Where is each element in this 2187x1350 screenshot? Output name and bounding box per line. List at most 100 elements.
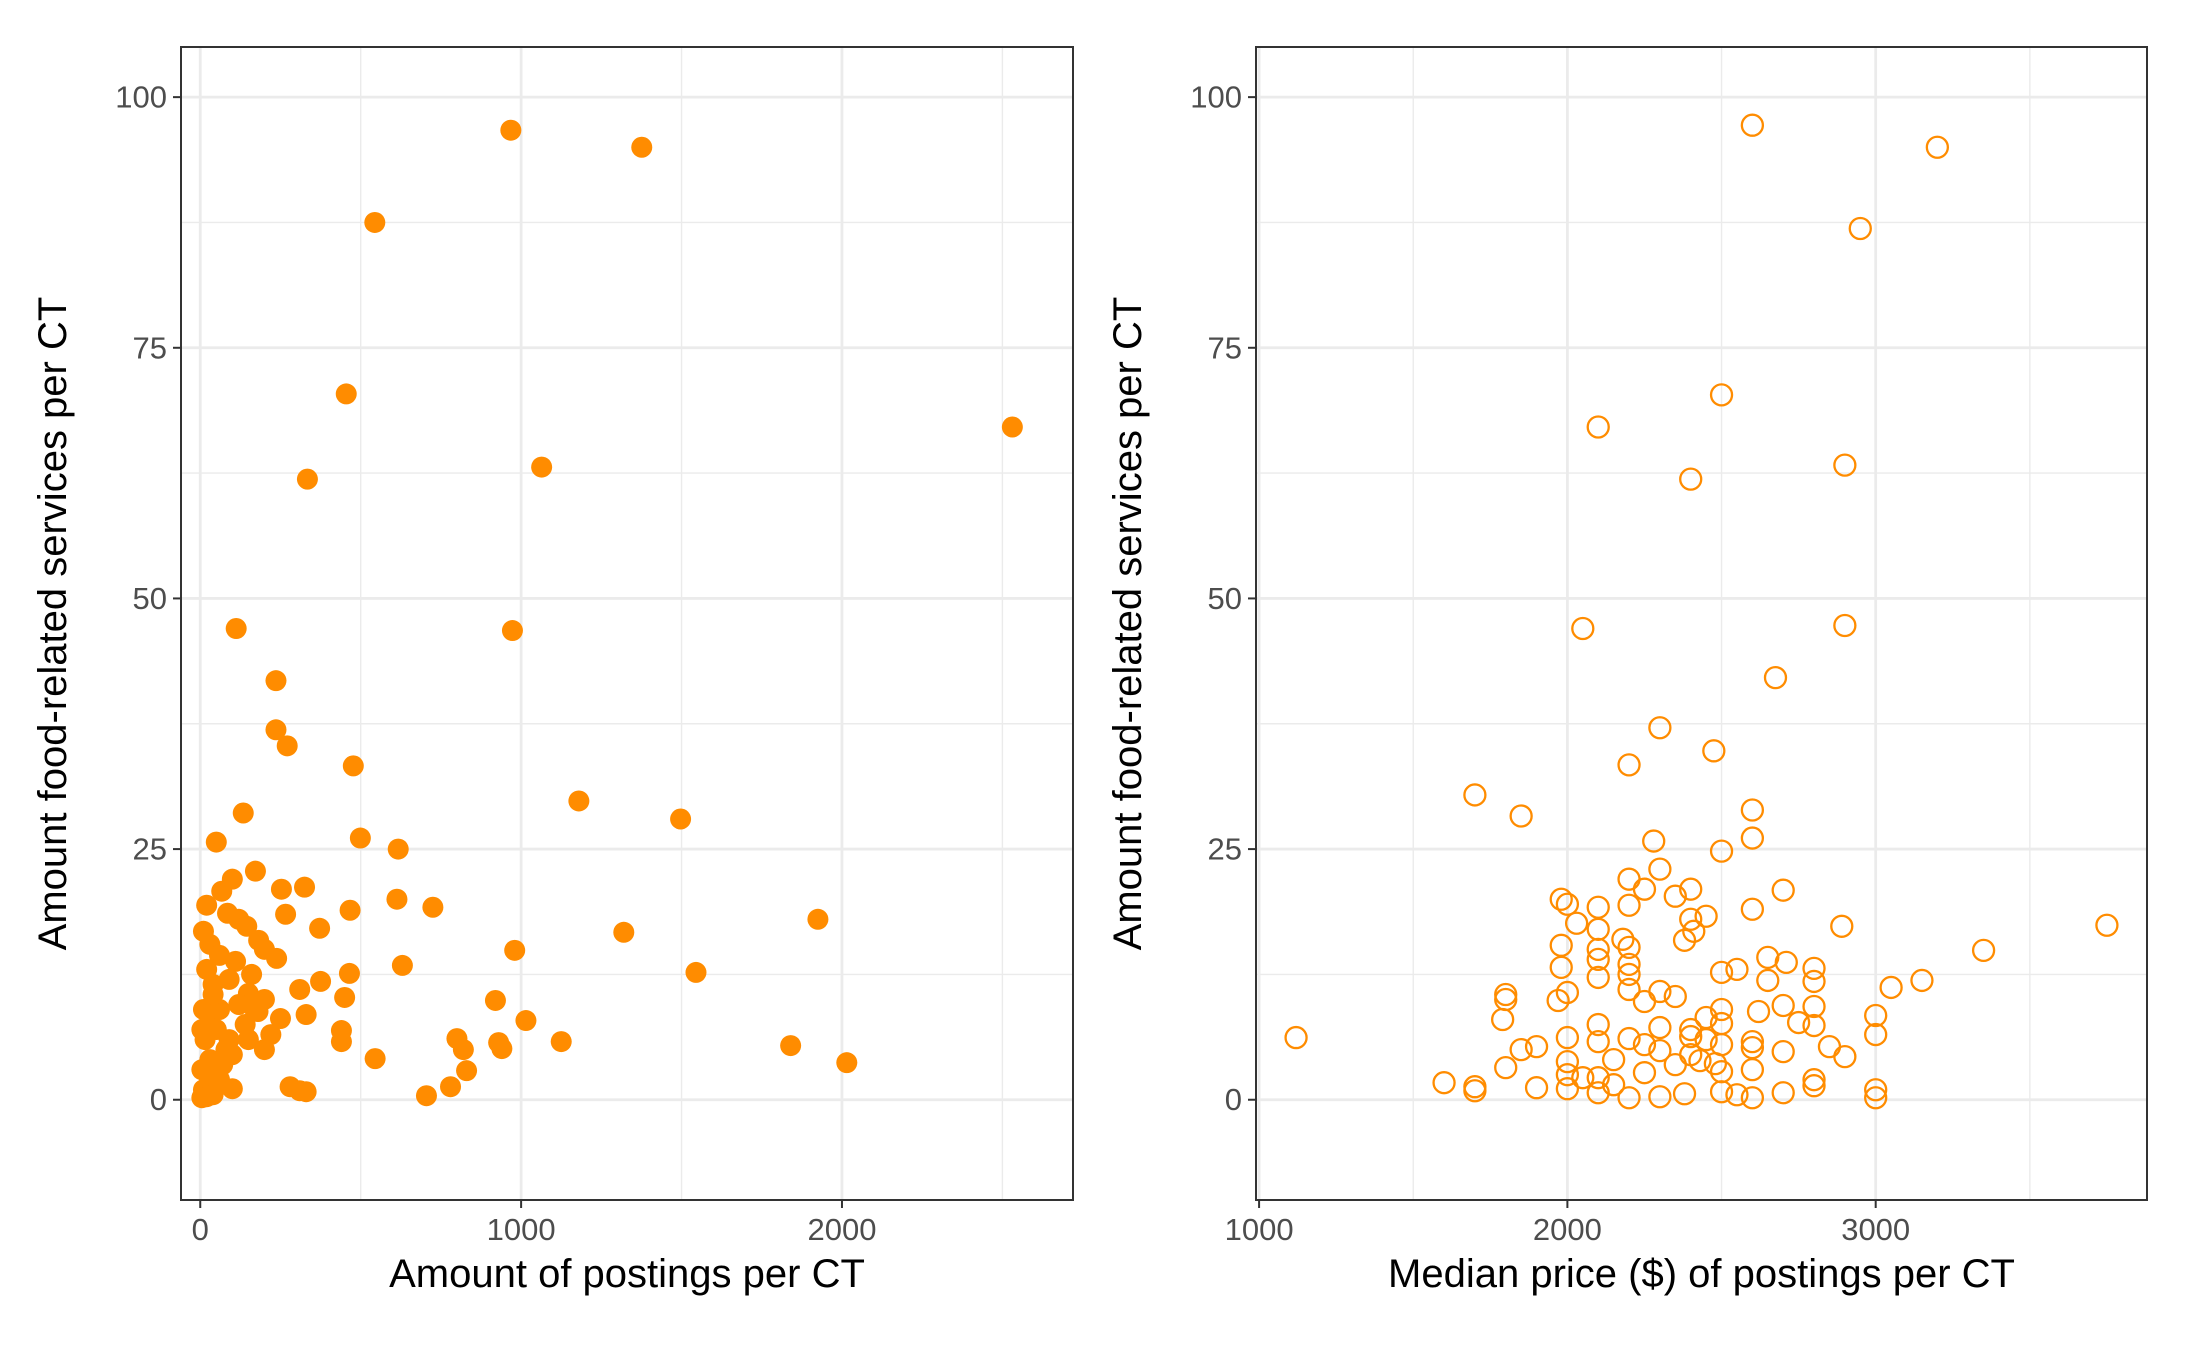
- y-tick-label: 75: [133, 330, 167, 365]
- data-point: [1725, 1083, 1749, 1107]
- data-point: [205, 831, 227, 853]
- data-point: [234, 1014, 256, 1036]
- data-point: [310, 970, 332, 992]
- data-point: [295, 1081, 317, 1103]
- right-scatter-panel: 0 25 50 75 100 1000 2000 3000 Median price ($) o…: [1106, 46, 2148, 1296]
- data-point: [491, 1038, 513, 1060]
- data-point: [1740, 113, 1765, 137]
- data-point: [276, 735, 298, 757]
- data-point: [1740, 1086, 1765, 1110]
- data-point: [191, 1087, 213, 1109]
- data-point: [1709, 839, 1734, 863]
- data-point: [1971, 938, 1996, 963]
- data-point: [270, 878, 292, 900]
- y-tick-label: 100: [1190, 80, 1242, 115]
- data-point: [1763, 665, 1788, 690]
- data-point: [550, 1031, 572, 1053]
- data-point: [1463, 783, 1487, 807]
- data-point: [1679, 467, 1703, 491]
- data-point: [1617, 1026, 1641, 1051]
- data-point: [334, 986, 356, 1008]
- x-tick-label: 0: [192, 1212, 209, 1247]
- data-point: [780, 1035, 802, 1057]
- data-point: [1617, 952, 1641, 977]
- data-point: [1555, 1049, 1580, 1074]
- data-point: [269, 1008, 291, 1030]
- y-axis-title: Amount food-related services per CT: [31, 297, 75, 951]
- data-point: [1786, 1010, 1811, 1035]
- data-point: [504, 939, 526, 961]
- data-point: [1586, 947, 1610, 972]
- data-point: [422, 896, 444, 918]
- data-point: [1740, 798, 1765, 822]
- data-point: [1463, 1079, 1487, 1103]
- data-point: [1740, 826, 1765, 850]
- data-point: [1586, 1066, 1610, 1090]
- data-point: [275, 903, 297, 925]
- data-point: [1725, 957, 1749, 982]
- data-point: [296, 468, 318, 490]
- data-point: [1555, 1025, 1580, 1050]
- data-point: [260, 1024, 282, 1046]
- x-tick-label: 1000: [487, 1212, 556, 1247]
- data-point: [484, 989, 506, 1011]
- data-point: [1802, 956, 1826, 981]
- panel-border: [180, 46, 1074, 1201]
- data-point: [244, 860, 266, 882]
- data-point: [631, 136, 653, 158]
- data-point: [807, 908, 829, 930]
- data-point: [1571, 616, 1595, 641]
- data-point: [364, 211, 386, 233]
- y-tick-label: 0: [1225, 1082, 1242, 1117]
- data-point: [391, 954, 413, 976]
- data-point: [1771, 1039, 1795, 1064]
- data-point: [1490, 1007, 1515, 1032]
- data-point: [1601, 1047, 1626, 1072]
- data-point: [1586, 415, 1610, 439]
- data-point: [1524, 1076, 1549, 1100]
- data-point: [1586, 1029, 1610, 1054]
- data-point: [1771, 1081, 1795, 1105]
- data-point: [1642, 829, 1666, 853]
- data-point: [501, 620, 523, 642]
- data-point: [1709, 1080, 1734, 1104]
- data-point: [294, 876, 316, 898]
- data-point: [1709, 383, 1734, 407]
- data-point: [1672, 1082, 1697, 1106]
- data-point: [1617, 977, 1641, 1002]
- data-point: [1494, 1056, 1518, 1080]
- data-point: [236, 915, 258, 937]
- data-point: [339, 899, 361, 921]
- data-point: [1617, 1086, 1641, 1110]
- data-point: [452, 1039, 474, 1061]
- data-point: [196, 894, 218, 916]
- data-point: [289, 978, 311, 1000]
- data-point: [1802, 1068, 1826, 1092]
- y-tick-label: 50: [1208, 581, 1242, 616]
- data-point: [335, 383, 357, 405]
- data-point: [1864, 1078, 1888, 1102]
- data-point: [1830, 914, 1854, 938]
- data-point: [1864, 1022, 1888, 1047]
- x-axis-title: Amount of postings per CT: [389, 1252, 865, 1296]
- data-point: [364, 1048, 386, 1070]
- data-point: [1679, 1024, 1703, 1049]
- data-point: [1001, 416, 1023, 438]
- data-point: [241, 963, 263, 985]
- y-tick-label: 100: [115, 80, 167, 115]
- data-point: [1549, 887, 1573, 911]
- data-point: [1509, 804, 1533, 828]
- data-point: [1586, 937, 1610, 961]
- data-point: [456, 1060, 478, 1082]
- data-point: [1688, 1048, 1712, 1073]
- y-tick-label: 50: [133, 581, 167, 616]
- data-point: [349, 827, 371, 849]
- data-point: [440, 1076, 462, 1098]
- data-point: [1284, 1025, 1308, 1050]
- data-point: [228, 993, 250, 1015]
- data-point: [1709, 960, 1734, 985]
- data-point: [1632, 1061, 1657, 1085]
- data-point: [1632, 989, 1657, 1014]
- data-point: [2095, 913, 2119, 937]
